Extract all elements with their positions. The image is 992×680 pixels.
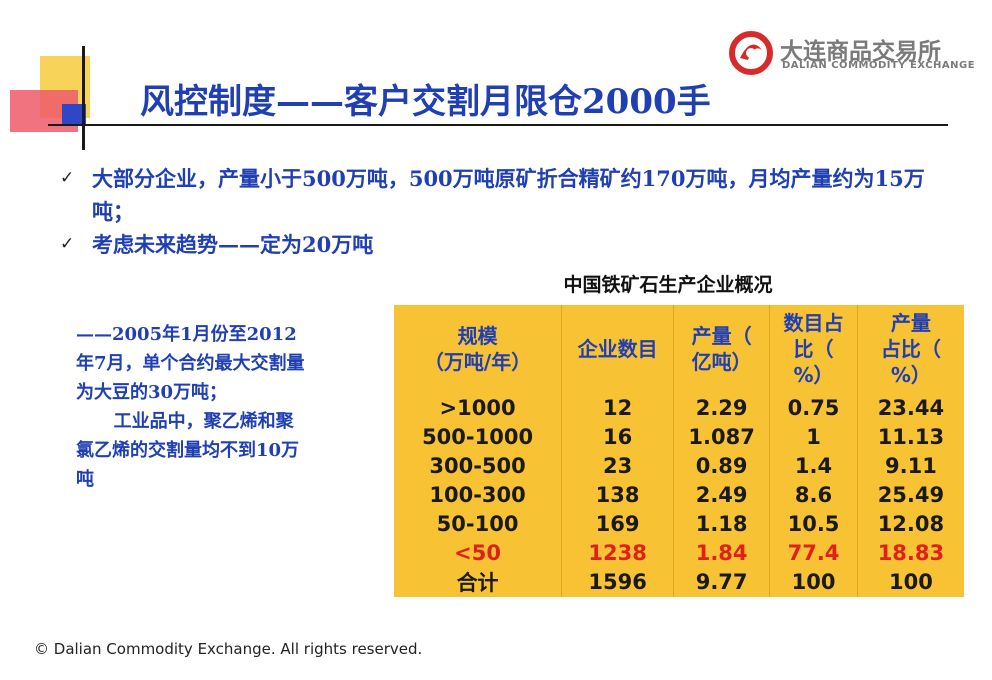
cell-scale: 合计: [394, 567, 563, 597]
header-output: 产量（ 亿吨）: [673, 305, 771, 393]
cell-count: 1596: [561, 567, 675, 597]
cell-output: 0.89: [673, 451, 771, 480]
cell-output-share: 9.11: [885, 453, 937, 478]
bullet-item: ✓ 考虑未来趋势——定为20万吨: [60, 228, 940, 261]
cell-scale: 500-1000: [394, 422, 563, 451]
table-row: 100-300 138 2.49 8.6 25.49: [394, 480, 964, 509]
decor-horizontal-line: [48, 124, 948, 126]
cell-count: 1238: [561, 538, 675, 567]
cell-output-share: 100: [888, 570, 933, 594]
header-count-share-text: 数目占 比（ %）: [783, 311, 844, 387]
header-output-share: 产量 占比（ %）: [857, 305, 964, 393]
cell-scale: <50: [394, 538, 563, 567]
decor-blue-square: [62, 104, 86, 126]
cell-output: 1.18: [673, 509, 771, 538]
cell-count: 12: [561, 393, 675, 422]
copyright-footer: © Dalian Commodity Exchange. All rights …: [34, 640, 423, 658]
cell-scale: 50-100: [394, 509, 563, 538]
header-output-text: 产量（ 亿吨）: [691, 324, 752, 374]
table-caption: 中国铁矿石生产企业概况: [563, 274, 773, 296]
bullet-item: ✓ 大部分企业，产量小于500万吨，500万吨原矿折合精矿约170万吨，月均产量…: [60, 162, 940, 228]
table-row: 300-500 23 0.89 1.4 9.11: [394, 451, 964, 480]
header-scale: 规模 （万吨/年）: [394, 305, 563, 393]
cell-output-share: 25.49: [877, 482, 945, 507]
cell-count-share: 100: [769, 567, 858, 597]
cell-scale: >1000: [394, 393, 563, 422]
iron-ore-producers-table: 规模 （万吨/年） 企业数目 产量（ 亿吨） 数目占 比（ %） 产量 占比（ …: [394, 305, 964, 597]
cell-output-share: 23.44: [877, 395, 945, 420]
cell-count-share: 1: [769, 422, 858, 451]
cell-output: 1.087: [673, 422, 771, 451]
header-count-share: 数目占 比（ %）: [769, 305, 858, 393]
bullet-text: 考虑未来趋势——定为20万吨: [92, 232, 374, 257]
header-enterprise-count-text: 企业数目: [577, 337, 658, 361]
cell-output: 9.77: [673, 567, 771, 597]
bullet-list: ✓ 大部分企业，产量小于500万吨，500万吨原矿折合精矿约170万吨，月均产量…: [60, 162, 940, 261]
cell-output-share: 12.08: [877, 511, 945, 536]
logo-name-cn: 大连商品交易所: [780, 39, 941, 65]
header-enterprise-count: 企业数目: [561, 305, 675, 393]
side-note: ——2005年1月份至2012年7月，单个合约最大交割量为大豆的30万吨； 工业…: [76, 324, 305, 490]
exchange-logo: 大连商品交易所 DALIAN COMMODITY EXCHANGE: [728, 30, 975, 78]
cell-output: 2.49: [673, 480, 771, 509]
checkmark-icon: ✓: [60, 168, 75, 188]
cell-count-share: 10.5: [769, 509, 858, 538]
cell-count-share: 77.4: [769, 538, 858, 567]
table-row-total: 合计 1596 9.77 100 100: [394, 567, 964, 597]
cell-scale: 300-500: [394, 451, 563, 480]
cell-count-share: 1.4: [769, 451, 858, 480]
checkmark-icon: ✓: [60, 234, 75, 254]
cell-output-share: 18.83: [877, 540, 945, 565]
cell-output: 1.84: [673, 538, 771, 567]
cell-count: 23: [561, 451, 675, 480]
table-row-highlighted: <50 1238 1.84 77.4 18.83: [394, 538, 964, 567]
bullet-text: 大部分企业，产量小于500万吨，500万吨原矿折合精矿约170万吨，月均产量约为…: [92, 166, 925, 224]
cell-count: 138: [561, 480, 675, 509]
table-header-row: 规模 （万吨/年） 企业数目 产量（ 亿吨） 数目占 比（ %） 产量 占比（ …: [394, 305, 964, 393]
decor-vertical-line: [82, 46, 85, 150]
table-row: 500-1000 16 1.087 1 11.13: [394, 422, 964, 451]
cell-count: 16: [561, 422, 675, 451]
slide-title: 风控制度——客户交割月限仓2000手: [140, 82, 711, 122]
header-output-share-text: 产量 占比（ %）: [880, 311, 941, 387]
cell-count-share: 8.6: [769, 480, 858, 509]
cell-output: 2.29: [673, 393, 771, 422]
table-row: >1000 12 2.29 0.75 23.44: [394, 393, 964, 422]
cell-count: 169: [561, 509, 675, 538]
cell-count-share: 0.75: [769, 393, 858, 422]
header-scale-text: 规模 （万吨/年）: [423, 324, 532, 374]
logo-name-en: DALIAN COMMODITY EXCHANGE: [782, 60, 976, 71]
dce-swirl-icon: [729, 31, 773, 75]
cell-scale: 100-300: [394, 480, 563, 509]
table-row: 50-100 169 1.18 10.5 12.08: [394, 509, 964, 538]
cell-output-share: 11.13: [877, 424, 945, 449]
